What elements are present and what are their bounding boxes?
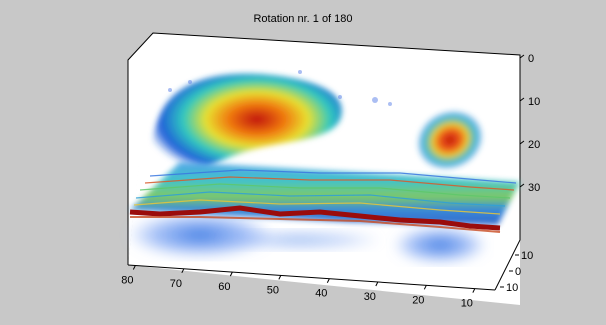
x-tick-label: 20 [412, 294, 424, 306]
x-tick-label: 40 [315, 288, 327, 300]
volume-rendering [129, 70, 520, 263]
x-tick-mark [472, 288, 476, 293]
structure-left [152, 73, 342, 175]
x-axis-ticks: 80 70 60 50 40 30 20 10 [121, 265, 476, 310]
z-tick-label: 0 [528, 53, 534, 65]
chart-title: Rotation nr. 1 of 180 [253, 13, 353, 25]
z-tick-label: 10 [528, 96, 540, 108]
z-tick-mark [519, 97, 525, 102]
x-tick-mark [326, 278, 330, 283]
x-tick-label: 50 [267, 284, 279, 296]
x-tick-label: 60 [218, 281, 230, 293]
z-tick-mark [519, 140, 525, 145]
z-axis-ticks: 0 10 20 30 [519, 53, 540, 194]
x-tick-label: 10 [461, 298, 473, 310]
y-tick-label: 10 [506, 282, 518, 294]
y-tick-label: 0 [515, 266, 521, 278]
x-tick-label: 80 [121, 275, 133, 287]
x-tick-label: 30 [364, 291, 376, 303]
axes-outline [127, 32, 521, 291]
x-tick-mark [181, 268, 185, 274]
z-tick-mark [519, 54, 525, 59]
x-tick-mark [278, 275, 282, 280]
z-tick-label: 30 [528, 182, 540, 194]
z-tick-label: 20 [528, 139, 540, 151]
x-tick-mark [423, 285, 427, 290]
slab-edge [129, 205, 501, 231]
x-tick-mark [229, 271, 233, 277]
y-tick-label: 10 [521, 250, 533, 262]
axes-right-face [495, 55, 520, 290]
axes-top-face [128, 33, 520, 80]
structure-right [417, 111, 483, 169]
axes-x-edge [127, 264, 496, 291]
x-tick-mark [132, 265, 136, 270]
z-tick-mark [519, 183, 525, 188]
x-tick-label: 70 [170, 278, 182, 290]
x-tick-mark [375, 281, 379, 287]
